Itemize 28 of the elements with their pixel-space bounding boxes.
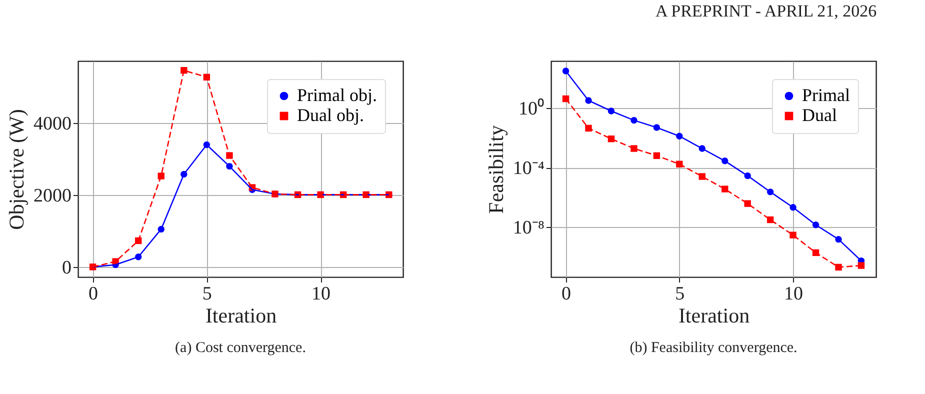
legend-label: Primal obj. bbox=[297, 85, 377, 105]
y-axis-title: Feasibility bbox=[484, 124, 508, 214]
x-tick-label: 5 bbox=[675, 284, 685, 304]
x-tick-label: 10 bbox=[784, 284, 804, 304]
x-tick-label: 5 bbox=[202, 284, 212, 304]
point bbox=[858, 262, 865, 269]
legend-label: Dual bbox=[802, 105, 837, 125]
text: A PREPRINT - APRIL 21, 2026 bbox=[656, 1, 877, 20]
y-tick-label: 10⁻⁸ bbox=[512, 218, 544, 239]
x-tick-label: 0 bbox=[562, 284, 572, 304]
y-tick-label: 0 bbox=[62, 257, 72, 278]
x-axis-title: Iteration bbox=[678, 304, 750, 328]
x-axis-title: Iteration bbox=[205, 304, 278, 328]
y-axis-title: Objective (W) bbox=[4, 109, 28, 230]
y-tick-label: 2000 bbox=[34, 186, 72, 207]
text: (a) Cost convergence. bbox=[175, 340, 306, 356]
point bbox=[630, 145, 638, 152]
x-tick-label: 0 bbox=[88, 284, 98, 304]
y-tick-label: 10⁻⁴ bbox=[512, 158, 545, 180]
point bbox=[744, 200, 751, 207]
point bbox=[226, 152, 233, 159]
x-tick-label: 10 bbox=[312, 284, 331, 304]
y-tick-label: 4000 bbox=[34, 114, 72, 135]
legend-label: Dual obj. bbox=[297, 105, 364, 125]
text: (b) Feasibility convergence. bbox=[630, 340, 798, 356]
legend-label: Primal bbox=[802, 85, 850, 105]
point bbox=[790, 232, 796, 238]
y-tick-label: 10⁰ bbox=[518, 98, 544, 120]
